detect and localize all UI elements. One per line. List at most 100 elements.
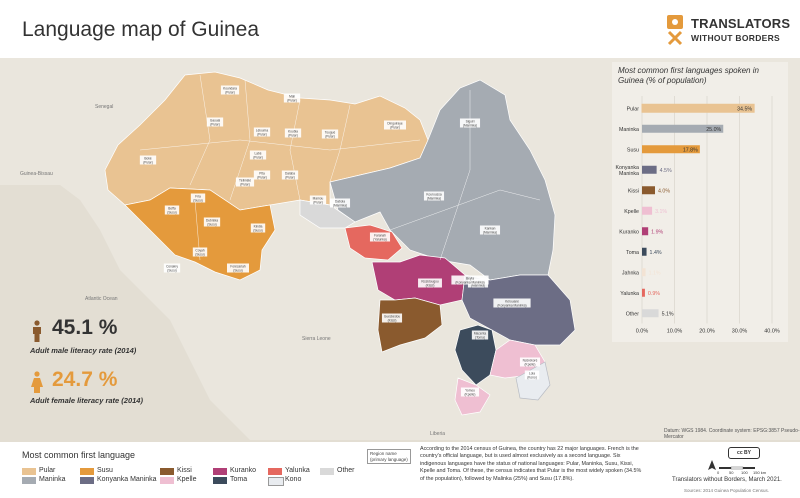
region-note-line-2: (primary language): [370, 456, 408, 462]
credit: Translators without Borders, March 2021.: [672, 477, 782, 483]
label-ocean: Atlantic Ocean: [85, 296, 118, 302]
region-label-fria: Fria(Susu): [190, 193, 206, 203]
region-label-boffa: Boffa(Susu): [164, 205, 180, 215]
category-label-6: Kuranko: [619, 229, 639, 235]
data-label-7: 1.4%: [650, 250, 662, 256]
svg-text:(Pular): (Pular): [390, 125, 400, 129]
category-label-2: Susu: [627, 147, 639, 153]
bar-toma: [642, 247, 647, 256]
data-label-9: 0.9%: [648, 291, 660, 297]
svg-text:(Pular): (Pular): [313, 200, 323, 204]
region-label-mali: Mali(Pular): [283, 93, 301, 103]
legend-swatch-other: [320, 468, 334, 475]
north-arrow-icon: [708, 460, 716, 470]
category-label-3: Konyanka: [615, 165, 639, 171]
region-konyanka: [461, 274, 576, 346]
legend-label-kuranko: Kuranko: [230, 467, 257, 474]
svg-text:Mamou: Mamou: [313, 196, 324, 200]
data-label-2: 17.8%: [683, 147, 698, 153]
scale-bar: 0 50 100 150 km: [717, 466, 767, 475]
svg-text:Kankan: Kankan: [485, 226, 496, 230]
svg-text:(Susu): (Susu): [167, 268, 176, 272]
region-label-gu-ck-dou: Guéckédou(Kissi): [381, 313, 403, 323]
bar-kpelle: [642, 206, 653, 215]
svg-text:(Susu): (Susu): [233, 268, 242, 272]
region-label-yomou: Yomou(Kpelle): [460, 387, 480, 397]
svg-text:Conakry: Conakry: [166, 264, 178, 268]
svg-text:Tougué: Tougué: [325, 130, 336, 134]
svg-text:Faranah: Faranah: [374, 233, 386, 237]
category-label-8: Jahnka: [622, 270, 639, 276]
svg-text:Dubréka: Dubréka: [206, 218, 218, 222]
region-label-koundara: Koundara(Pular): [220, 85, 240, 95]
region-label-dabola: Dabola(Maninka): [329, 198, 351, 208]
svg-text:(Pular): (Pular): [325, 134, 335, 138]
region-label-gaoual: Gaoual(Pular): [206, 117, 224, 127]
category-label-10: Other: [626, 311, 639, 317]
svg-text:Koubia: Koubia: [288, 129, 298, 133]
svg-text:(Pular): (Pular): [225, 90, 235, 94]
page-title: Language map of Guinea: [22, 18, 260, 41]
region-label-faranah: Faranah(Yalunka): [369, 232, 391, 242]
svg-text:Kérouané: Kérouané: [505, 299, 519, 303]
region-label-lola: Lola(Kono): [524, 370, 540, 380]
svg-text:(Pular): (Pular): [143, 160, 153, 164]
svg-text:(Maninka): (Maninka): [483, 230, 497, 234]
svg-text:Gaoual: Gaoual: [210, 118, 221, 122]
tick-label-1: 10.0%: [667, 329, 683, 335]
legend-swatch-susu: [80, 468, 94, 475]
svg-text:(Pular): (Pular): [285, 175, 295, 179]
svg-text:(Konyanka Maninka): (Konyanka Maninka): [455, 280, 484, 284]
svg-text:(Kono): (Kono): [527, 375, 537, 379]
data-label-10: 5.1%: [662, 311, 674, 317]
region-label-beyla: Beyla(Konyanka Maninka): [451, 275, 489, 285]
legend-label-other: Other: [337, 467, 355, 474]
svg-text:(Pular): (Pular): [210, 122, 220, 126]
legend-label-kissi: Kissi: [177, 467, 192, 474]
region-label-tougu-: Tougué(Pular): [321, 129, 339, 139]
svg-text:Télimélé: Télimélé: [239, 178, 251, 182]
language-bar-chart: 0.0% 10.0% 20.0% 30.0% 40.0% Pular 34.5% Manink…: [615, 96, 780, 335]
legend-swatch-yalunka: [268, 468, 282, 475]
bar-kissi: [642, 186, 655, 195]
region-label-dubr-ka: Dubréka(Susu): [203, 217, 221, 227]
region-label-mamou: Mamou(Pular): [309, 195, 327, 205]
legend-label-susu: Susu: [97, 467, 113, 474]
legend-label-pular: Pular: [39, 467, 56, 474]
legend-label-toma: Toma: [230, 476, 248, 483]
svg-text:(Yalunka): (Yalunka): [373, 237, 386, 241]
data-label-6: 1.9%: [651, 229, 663, 235]
tick-label-3: 30.0%: [732, 329, 748, 335]
male-literacy-label: Adult male literacy rate (2014): [30, 346, 137, 355]
svg-text:Macenta: Macenta: [474, 331, 486, 335]
region-label-lab-: Labé(Pular): [249, 150, 267, 160]
region-susu: [124, 187, 276, 281]
scale-label-0: 0: [717, 470, 720, 475]
svg-text:Dabola: Dabola: [335, 199, 345, 203]
svg-text:(Maninka): (Maninka): [333, 203, 347, 207]
svg-text:(Kpelle): (Kpelle): [465, 392, 476, 396]
svg-text:(Susu): (Susu): [167, 210, 176, 214]
bar-maninka: [642, 124, 724, 133]
svg-text:Dinguiraye: Dinguiraye: [387, 121, 402, 125]
legend-swatch-kuranko: [213, 468, 227, 475]
category-label-4: Kissi: [628, 188, 639, 194]
legend-swatch-pular: [22, 468, 36, 475]
svg-text:Labé: Labé: [254, 151, 261, 155]
svg-text:Yomou: Yomou: [465, 388, 475, 392]
logo-line-1: TRANSLATORS: [691, 16, 791, 31]
region-label-dalaba: Dalaba(Pular): [281, 170, 299, 180]
legend-swatch-konyanka: [80, 477, 94, 484]
region-label-kouroussa: Kouroussa(Maninka): [423, 191, 445, 201]
data-label-5: 3.1%: [655, 209, 667, 215]
scale-label-150: 150 km: [753, 470, 767, 475]
region-label-conakry: Conakry(Susu): [163, 263, 181, 273]
twb-logo: TRANSLATORS WITHOUT BORDERS: [665, 14, 790, 48]
legend-label-kono: Kono: [285, 476, 302, 483]
svg-text:Kindia: Kindia: [254, 224, 263, 228]
svg-text:Forécariah: Forécariah: [230, 264, 245, 268]
bar-yalunka: [642, 288, 645, 297]
logo-line-2: WITHOUT BORDERS: [691, 33, 781, 43]
bar-konyanka-maninka: [642, 165, 657, 174]
region-label-l-louma: Lélouma(Pular): [253, 127, 271, 137]
